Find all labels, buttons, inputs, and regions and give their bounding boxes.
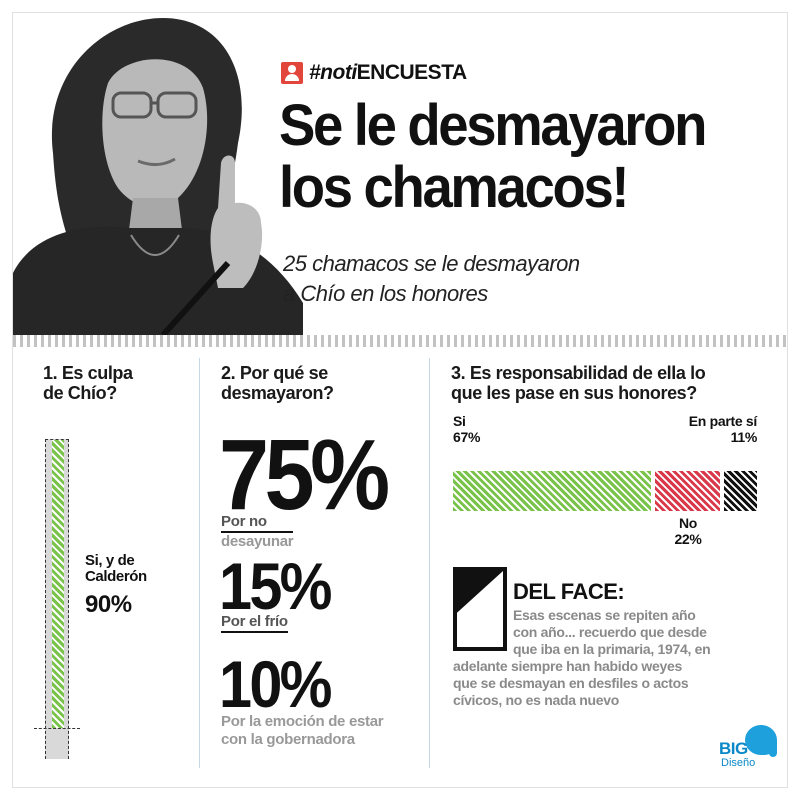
question-3-segment-no-percent: 22% [674,531,702,547]
question-3-segment-en-parte-label: En parte sí 11% [681,413,758,445]
question-3-segment-en-parte-bar [724,471,757,511]
brand-logo-sub: Diseño [721,757,756,769]
facebook-quote-line-4: adelante siempre han habido weyes [453,658,682,674]
question-1-title-line-1: 1. Es culpa [43,363,133,383]
question-3-segment-no-label: No 22% [658,515,718,547]
facebook-quote-line-5: que se desmayan en desfiles o actos [453,675,689,691]
question-2-answer-1-label: Por no desayunar [221,513,294,551]
question-3-segment-en-parte-percent: 11% [730,429,758,445]
question-3-segment-en-parte-name: En parte sí [688,413,758,429]
question-1-answer: Si, y de Calderón [85,553,147,585]
facebook-quote-title: DEL FACE: [513,579,625,604]
question-3-segment-no-bar [655,471,720,511]
facebook-quote-line-2: con año... recuerdo que desde [513,624,707,640]
question-2-title-line-1: 2. Por qué se [221,363,328,383]
facebook-quote-text: Esas escenas se repiten año con año... r… [453,607,753,709]
question-3-title-line-2: que les pase en sus honores? [451,383,697,403]
question-2-answer-3-label-line-1: Por la emoción de estar [221,713,384,730]
facebook-icon [453,567,507,651]
question-3-segment-si-label: Si 67% [453,413,480,445]
column-separator-1 [199,358,200,768]
question-2-answer-1-percent: 75% [219,419,390,531]
subhead-line-1: 25 chamacos se le desmayaron [283,251,580,276]
question-1-title-line-2: de Chío? [43,383,117,403]
subhead-line-2: a Chío en los honores [283,281,488,306]
question-1-answer-line-1: Si, y de [85,552,135,569]
brand-logo: BIG Diseño [719,725,779,775]
facebook-quote-line-1: Esas escenas se repiten año [513,607,696,623]
question-1-bar-fill [52,440,64,728]
section-divider [13,335,787,347]
question-3-segment-si-name: Si [453,413,466,429]
question-3-segment-si-percent: 67% [453,429,481,445]
speaker-photo [13,13,303,335]
question-2-title-line-2: desmayaron? [221,383,334,403]
question-2-answer-2-label: Por el frío [221,613,288,633]
headline: Se le desmayaron los chamacos! [279,95,749,219]
hashtag-tag: #notiENCUESTA [281,61,467,85]
brand-logo-big: BIG [719,739,748,758]
headline-line-2: los chamacos! [279,155,630,220]
facebook-quote-line-6: cívicos, no es nada nuevo [453,692,620,708]
question-3-title-line-1: 3. Es responsabilidad de ella lo [451,363,706,383]
question-1-bar-end-marker [34,728,80,729]
user-icon [281,62,303,84]
question-3-segment-si-bar [453,471,651,511]
question-2-answer-3-label-line-2: con la gobernadora [221,731,355,748]
question-1-answer-line-2: Calderón [85,568,147,585]
question-2-answer-2-label-underlined: Por el frío [221,613,288,633]
question-3-title: 3. Es responsabilidad de ella lo que les… [451,363,706,403]
question-2-answer-3-label: Por la emoción de estar con la gobernado… [221,713,384,749]
infographic-card: #notiENCUESTA Se le desmayaron los chama… [12,12,788,788]
question-1-percent: 90% [85,591,132,618]
question-3-segment-no-name: No [678,515,698,531]
hashtag-text: #notiENCUESTA [309,61,467,85]
subhead: 25 chamacos se le desmayaron a Chío en l… [283,249,580,309]
question-2-answer-1-label-underlined: Por no [221,513,294,533]
question-1-title: 1. Es culpa de Chío? [43,363,133,403]
facebook-quote-line-3: que iba en la primaria, 1974, en [513,641,711,657]
question-2-title: 2. Por qué se desmayaron? [221,363,334,403]
question-2-answer-1-label-rest: desayunar [221,533,294,550]
elephant-icon [745,725,777,757]
question-1-bar-track [34,439,80,759]
headline-line-1: Se le desmayaron [279,93,707,158]
column-separator-2 [429,358,430,768]
question-2-answer-3-percent: 10% [219,647,333,721]
hashtag-prefix: #noti [309,61,357,84]
question-2-answer-2-percent: 15% [219,549,333,623]
hashtag-suffix: ENCUESTA [356,61,467,84]
